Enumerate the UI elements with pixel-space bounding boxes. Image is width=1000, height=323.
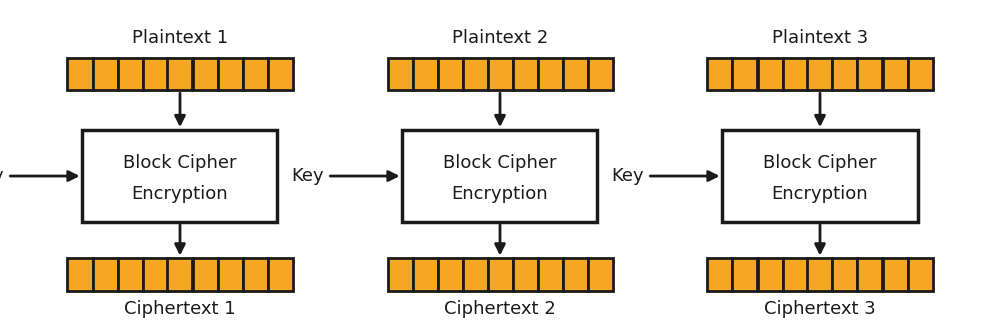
Bar [832, 258, 857, 291]
Bar [438, 58, 462, 90]
Text: Ciphertext 1: Ciphertext 1 [124, 300, 236, 318]
Bar [908, 58, 932, 90]
Bar [732, 258, 758, 291]
Bar [538, 58, 563, 90]
Text: Key: Key [611, 167, 644, 185]
Bar [462, 258, 488, 291]
Bar [438, 258, 462, 291]
Bar [192, 58, 218, 90]
Bar [488, 58, 513, 90]
Bar [218, 258, 243, 291]
Bar [512, 58, 538, 90]
Text: Ciphertext 2: Ciphertext 2 [444, 300, 556, 318]
Bar [707, 58, 732, 90]
Bar [562, 58, 588, 90]
Bar [268, 58, 292, 90]
Bar [82, 130, 277, 222]
Bar [832, 58, 857, 90]
Bar [268, 258, 292, 291]
Bar [143, 258, 168, 291]
Bar [167, 258, 192, 291]
Bar [707, 258, 732, 291]
Bar [722, 130, 918, 222]
Bar [192, 258, 218, 291]
Bar [67, 258, 92, 291]
Text: Block Cipher: Block Cipher [443, 154, 557, 172]
Bar [413, 58, 438, 90]
Bar [782, 258, 808, 291]
Bar [807, 58, 832, 90]
Bar [807, 258, 832, 291]
Text: Plaintext 1: Plaintext 1 [132, 29, 228, 47]
Text: Encryption: Encryption [772, 185, 868, 203]
Text: Plaintext 2: Plaintext 2 [452, 29, 548, 47]
Bar [413, 258, 438, 291]
Bar [167, 58, 192, 90]
Bar [512, 258, 538, 291]
Bar [782, 58, 808, 90]
Bar [118, 258, 143, 291]
Bar [758, 258, 782, 291]
Text: Block Cipher: Block Cipher [763, 154, 877, 172]
Bar [538, 258, 563, 291]
Text: Key: Key [0, 167, 3, 185]
Text: Ciphertext 3: Ciphertext 3 [764, 300, 876, 318]
Bar [67, 58, 92, 90]
Bar [883, 58, 908, 90]
Bar [883, 258, 908, 291]
Bar [218, 58, 243, 90]
Text: Key: Key [291, 167, 323, 185]
Bar [402, 130, 597, 222]
Bar [857, 258, 882, 291]
Bar [388, 258, 413, 291]
Text: Encryption: Encryption [132, 185, 228, 203]
Bar [92, 258, 118, 291]
Bar [143, 58, 168, 90]
Bar [908, 258, 932, 291]
Bar [118, 58, 143, 90]
Bar [92, 58, 118, 90]
Bar [388, 58, 413, 90]
Bar [758, 58, 782, 90]
Bar [562, 258, 588, 291]
Bar [242, 258, 268, 291]
Bar [857, 58, 882, 90]
Text: Encryption: Encryption [452, 185, 548, 203]
Bar [462, 58, 488, 90]
Bar [242, 58, 268, 90]
Text: Block Cipher: Block Cipher [123, 154, 237, 172]
Bar [732, 58, 758, 90]
Text: Plaintext 3: Plaintext 3 [772, 29, 868, 47]
Bar [488, 258, 513, 291]
Bar [588, 258, 612, 291]
Bar [588, 58, 612, 90]
